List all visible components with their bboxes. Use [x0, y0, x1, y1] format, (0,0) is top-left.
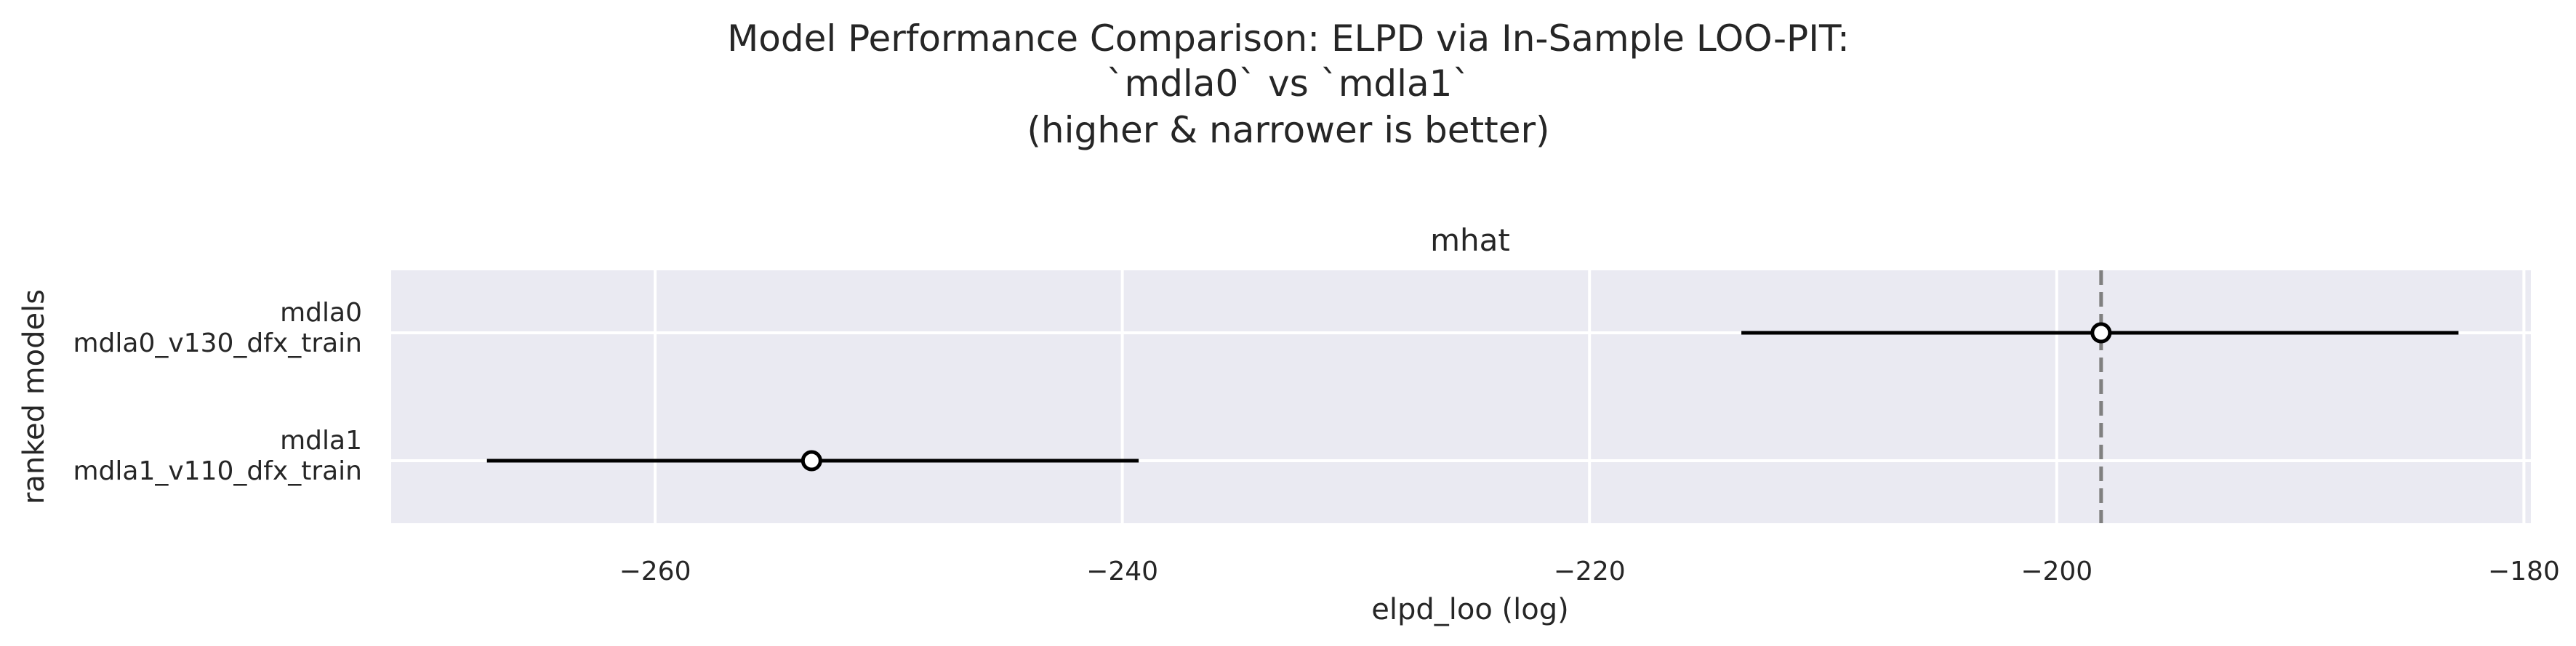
- y-tick-label-id: mdla1_v110_dfx_train: [73, 456, 362, 486]
- x-tick-label: −220: [1554, 557, 1626, 586]
- plot-panel: [391, 270, 2531, 523]
- suptitle-line-1: Model Performance Comparison: ELPD via I…: [727, 17, 1850, 60]
- facet-title: mhat: [1430, 222, 1510, 258]
- suptitle: Model Performance Comparison: ELPD via I…: [727, 17, 1850, 151]
- point-mdla0: [2090, 322, 2112, 344]
- x-tick-label: −180: [2488, 557, 2560, 586]
- x-tick-labels: −260 −240 −220 −200 −180: [619, 557, 2560, 586]
- y-tick-label-id: mdla0_v130_dfx_train: [73, 328, 362, 358]
- y-tick-label-name: mdla1: [280, 426, 362, 456]
- y-axis-label: ranked models: [17, 289, 51, 504]
- point-mdla1: [801, 450, 822, 472]
- points: [801, 322, 2112, 472]
- suptitle-line-2: `mdla0` vs `mdla1`: [1106, 62, 1470, 105]
- suptitle-line-3: (higher & narrower is better): [1027, 109, 1549, 151]
- y-tick-label-name: mdla0: [280, 298, 362, 328]
- x-tick-label: −260: [619, 557, 691, 586]
- x-tick-label: −200: [2021, 557, 2093, 586]
- x-tick-label: −240: [1086, 557, 1158, 586]
- x-axis-label: elpd_loo (log): [1371, 593, 1568, 626]
